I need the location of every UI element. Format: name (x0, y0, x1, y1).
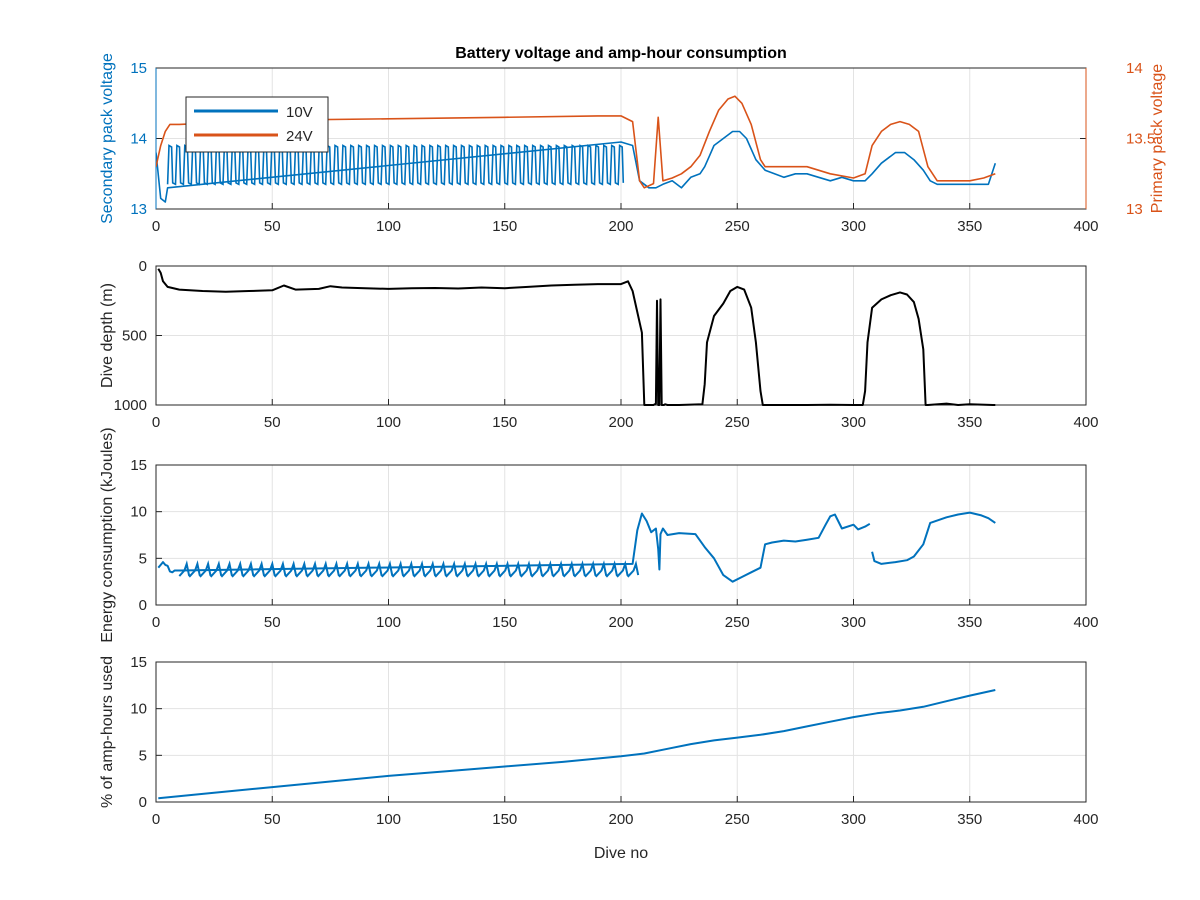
y-tick-label: 0 (139, 597, 147, 614)
x-tick-label: 150 (492, 811, 517, 828)
x-tick-label: 250 (725, 414, 750, 431)
series-line-oscillation (166, 144, 625, 186)
series-line-24V (156, 95, 996, 189)
series-line-segment (871, 511, 996, 565)
x-tick-label: 300 (841, 614, 866, 631)
x-tick-label: 400 (1073, 614, 1098, 631)
legend-label: 10V (286, 104, 313, 121)
y2-axis-label: Primary pack voltage (1149, 64, 1166, 213)
x-tick-label: 150 (492, 414, 517, 431)
x-tick-label: 250 (725, 811, 750, 828)
y-tick-label: 500 (122, 328, 147, 345)
x-tick-label: 400 (1073, 414, 1098, 431)
x-tick-label: 250 (725, 218, 750, 235)
plot-area (156, 95, 997, 203)
figure-title: Battery voltage and amp-hour consumption (455, 45, 787, 62)
y-tick-label: 13 (130, 201, 147, 218)
y-tick-label: 10 (130, 701, 147, 718)
series-line-oscillation (178, 560, 640, 578)
x-tick-label: 200 (608, 414, 633, 431)
series-line (158, 689, 996, 800)
panel-2: 0 50 100 150 200 250 300 350 400 0 500 1000 Dive dep… (99, 258, 1099, 431)
x-tick-label: 50 (264, 614, 281, 631)
plot-area (157, 511, 996, 583)
y-tick-label: 15 (130, 60, 147, 77)
x-tick-label: 100 (376, 811, 401, 828)
panel-4: 0 50 100 150 200 250 300 350 400 0 5 10 15 % of amp-h… (99, 654, 1099, 862)
panel-1: 0 50 100 150 200 250 300 350 400 13 14 15 Secondary … (99, 53, 1166, 235)
y2-tick-label: 14 (1126, 60, 1143, 77)
x-tick-label: 400 (1073, 811, 1098, 828)
legend-label: 24V (286, 128, 313, 145)
x-tick-label: 100 (376, 614, 401, 631)
x-tick-label: 0 (152, 218, 160, 235)
x-tick-label: 350 (957, 414, 982, 431)
y-tick-label: 0 (139, 794, 147, 811)
y-tick-label: 1000 (114, 397, 147, 414)
x-tick-label: 100 (376, 218, 401, 235)
x-tick-label: 300 (841, 414, 866, 431)
x-tick-label: 250 (725, 614, 750, 631)
y-axis-label: Secondary pack voltage (99, 53, 116, 224)
x-tick-label: 100 (376, 414, 401, 431)
y-axis-label: Dive depth (m) (99, 283, 116, 388)
series-line-10V (156, 130, 997, 203)
x-tick-label: 200 (608, 811, 633, 828)
x-tick-label: 150 (492, 614, 517, 631)
y-tick-label: 14 (130, 131, 147, 148)
y2-tick-label: 13 (1126, 201, 1143, 218)
x-tick-label: 300 (841, 811, 866, 828)
plot-area (157, 268, 996, 406)
x-tick-label: 0 (152, 614, 160, 631)
y-tick-label: 5 (139, 747, 147, 764)
plot-area (158, 689, 996, 800)
x-tick-label: 0 (152, 811, 160, 828)
x-tick-label: 350 (957, 614, 982, 631)
y-tick-label: 10 (130, 504, 147, 521)
y-tick-label: 15 (130, 457, 147, 474)
x-tick-label: 0 (152, 414, 160, 431)
x-tick-label: 350 (957, 218, 982, 235)
y2-tick-label: 13.5 (1126, 131, 1155, 148)
x-tick-label: 300 (841, 218, 866, 235)
x-tick-label: 50 (264, 414, 281, 431)
x-tick-label: 50 (264, 218, 281, 235)
x-tick-label: 50 (264, 811, 281, 828)
y-axis-label: Energy consumption (kJoules) (99, 427, 116, 642)
y-tick-label: 15 (130, 654, 147, 671)
x-tick-label: 150 (492, 218, 517, 235)
y-axis-label: % of amp-hours used (99, 656, 116, 808)
series-line-segment (157, 512, 871, 583)
x-axis-label: Dive no (594, 845, 648, 862)
x-tick-label: 200 (608, 614, 633, 631)
legend-box (185, 96, 329, 153)
panels: 0 50 100 150 200 250 300 350 400131415Secondary … (99, 53, 1166, 862)
x-tick-label: 350 (957, 811, 982, 828)
x-tick-label: 200 (608, 218, 633, 235)
x-tick-label: 400 (1073, 218, 1098, 235)
y-tick-label: 0 (139, 258, 147, 275)
y-tick-label: 5 (139, 550, 147, 567)
series-line (157, 268, 996, 406)
panel-3: 0 50 100 150 200 250 300 350 400 0 5 10 15 Energy con… (99, 427, 1099, 642)
